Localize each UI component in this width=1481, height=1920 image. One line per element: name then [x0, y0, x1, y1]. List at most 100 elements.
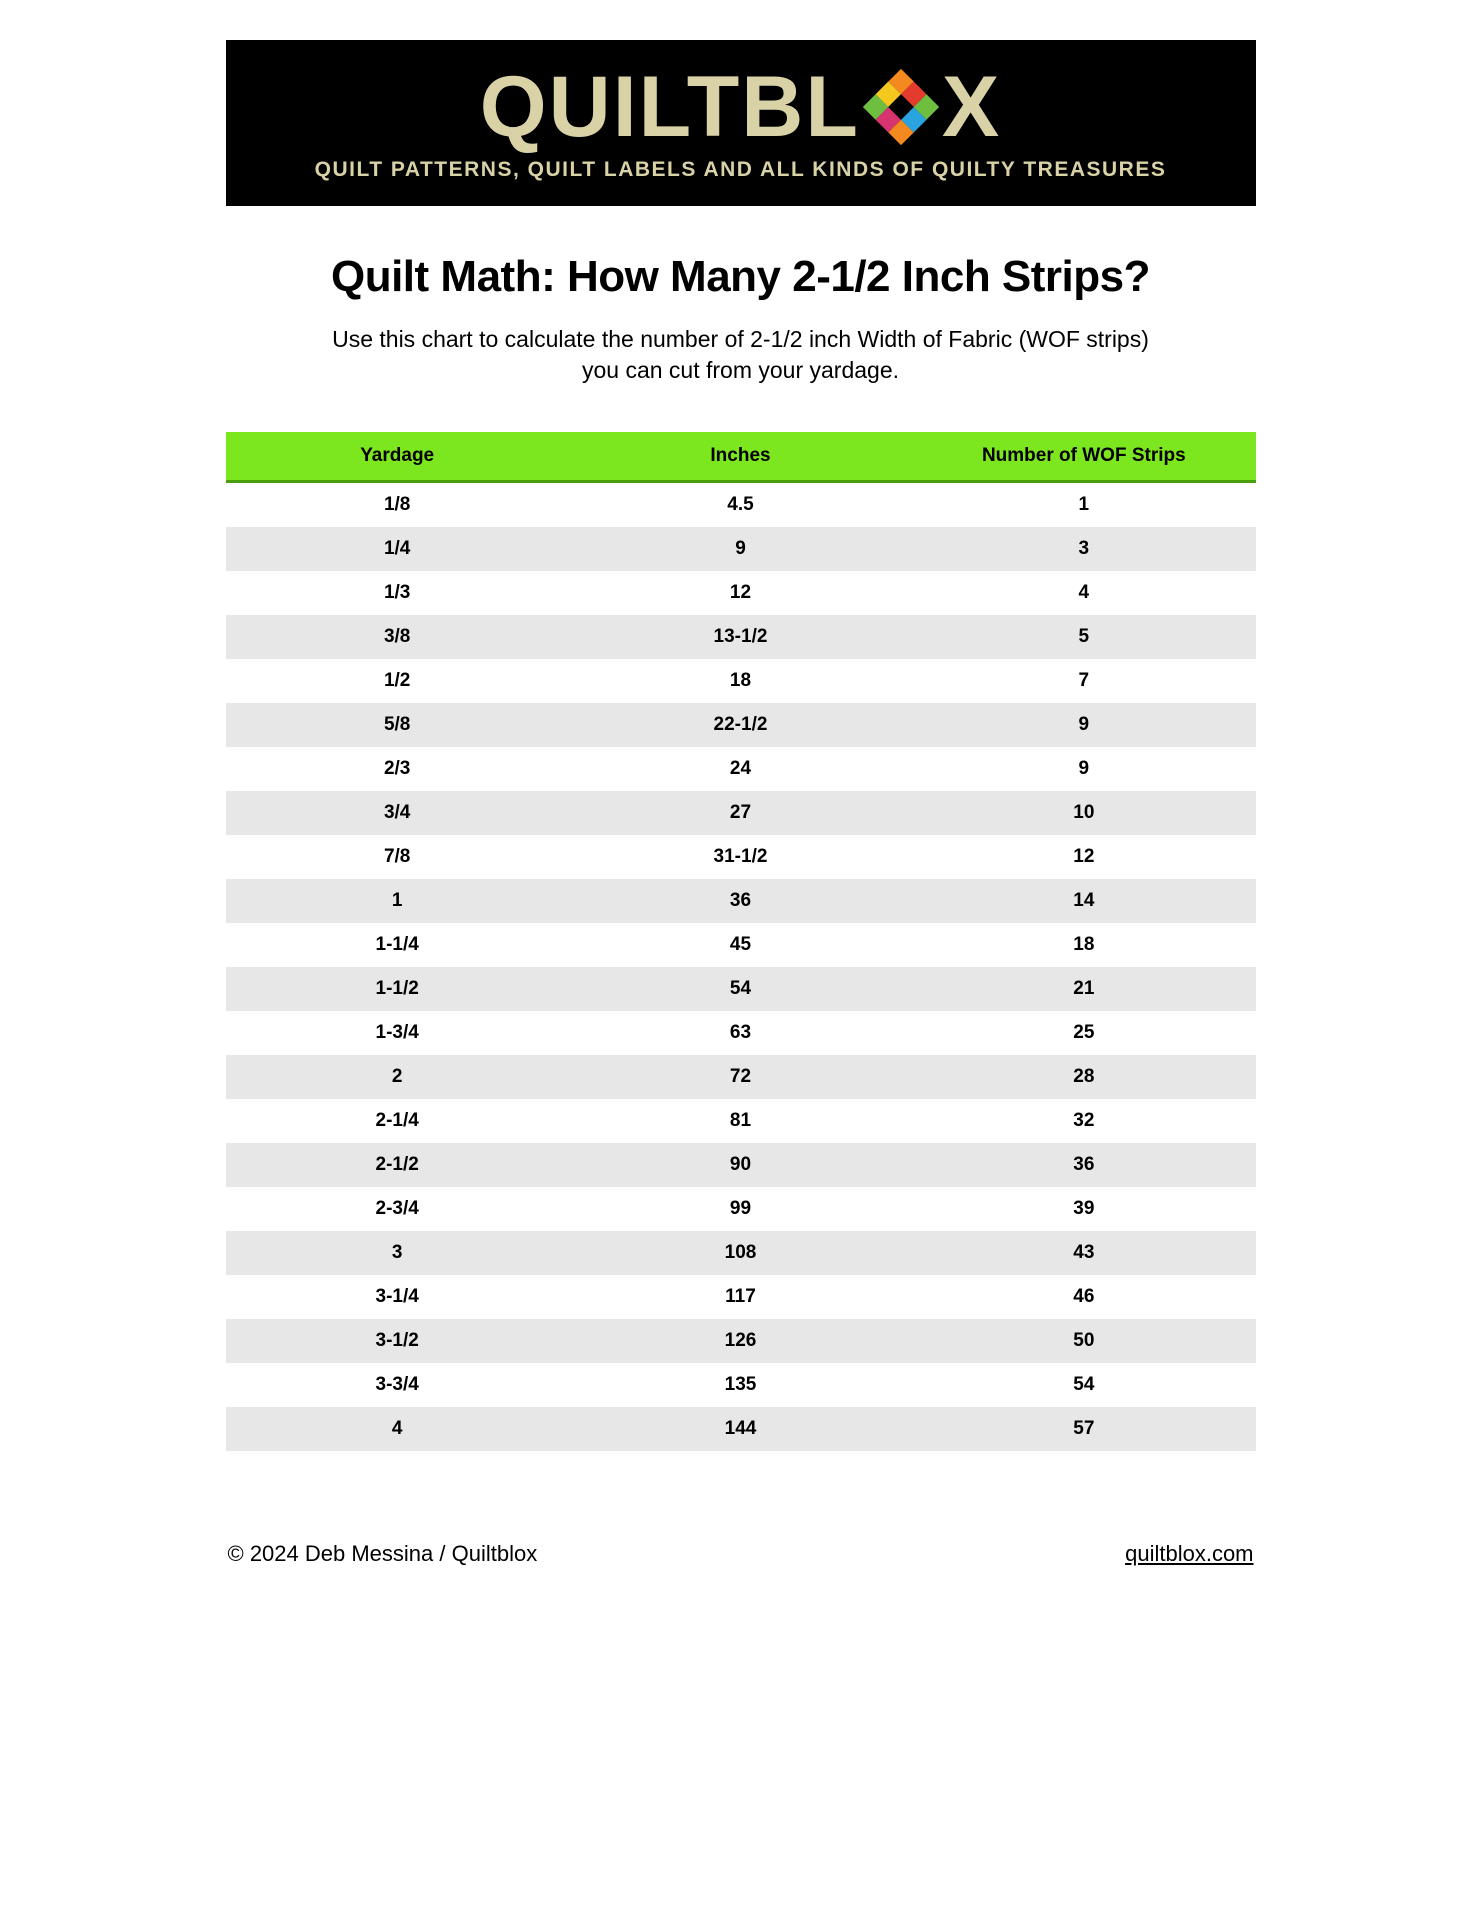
table-row: 310843 [226, 1231, 1256, 1275]
page: QUILTBL X QUIL [226, 40, 1256, 1567]
table-row: 1-3/46325 [226, 1011, 1256, 1055]
table-cell: 24 [569, 747, 912, 791]
table-row: 2/3249 [226, 747, 1256, 791]
table-cell: 10 [912, 791, 1255, 835]
subtitle-line-1: Use this chart to calculate the number o… [332, 326, 1149, 352]
table-cell: 18 [569, 659, 912, 703]
table-row: 27228 [226, 1055, 1256, 1099]
table-cell: 1/8 [226, 482, 569, 528]
site-link[interactable]: quiltblox.com [1125, 1541, 1253, 1567]
table-row: 414457 [226, 1407, 1256, 1451]
table-cell: 1-3/4 [226, 1011, 569, 1055]
table-cell: 90 [569, 1143, 912, 1187]
table-cell: 1 [226, 879, 569, 923]
table-cell: 9 [912, 747, 1255, 791]
brand-text-right: X [942, 64, 1001, 150]
table-cell: 81 [569, 1099, 912, 1143]
table-cell: 144 [569, 1407, 912, 1451]
table-cell: 126 [569, 1319, 912, 1363]
table-cell: 50 [912, 1319, 1255, 1363]
table-cell: 9 [912, 703, 1255, 747]
table-row: 1/2187 [226, 659, 1256, 703]
strips-table: Yardage Inches Number of WOF Strips 1/84… [226, 432, 1256, 1451]
table-row: 5/822-1/29 [226, 703, 1256, 747]
copyright-text: © 2024 Deb Messina / Quiltblox [228, 1541, 538, 1567]
table-row: 2-1/48132 [226, 1099, 1256, 1143]
table-row: 13614 [226, 879, 1256, 923]
table-cell: 36 [569, 879, 912, 923]
table-cell: 1/3 [226, 571, 569, 615]
table-cell: 28 [912, 1055, 1255, 1099]
table-cell: 13-1/2 [569, 615, 912, 659]
footer: © 2024 Deb Messina / Quiltblox quiltblox… [226, 1541, 1256, 1567]
table-cell: 4 [226, 1407, 569, 1451]
brand-row: QUILTBL X [246, 62, 1236, 152]
table-row: 1-1/25421 [226, 967, 1256, 1011]
table-row: 1/84.51 [226, 482, 1256, 528]
table-row: 1/493 [226, 527, 1256, 571]
table-cell: 108 [569, 1231, 912, 1275]
table-cell: 12 [912, 835, 1255, 879]
table-cell: 25 [912, 1011, 1255, 1055]
table-cell: 2-3/4 [226, 1187, 569, 1231]
table-cell: 12 [569, 571, 912, 615]
table-cell: 1/2 [226, 659, 569, 703]
table-cell: 3/8 [226, 615, 569, 659]
col-wof-strips: Number of WOF Strips [912, 432, 1255, 482]
brand-text-left: QUILTBL [480, 64, 860, 150]
table-cell: 3 [226, 1231, 569, 1275]
table-cell: 63 [569, 1011, 912, 1055]
table-cell: 72 [569, 1055, 912, 1099]
table-cell: 18 [912, 923, 1255, 967]
table-row: 3/813-1/25 [226, 615, 1256, 659]
table-cell: 5/8 [226, 703, 569, 747]
table-cell: 3-1/4 [226, 1275, 569, 1319]
table-row: 3/42710 [226, 791, 1256, 835]
table-cell: 3-3/4 [226, 1363, 569, 1407]
table-cell: 3 [912, 527, 1255, 571]
table-cell: 1-1/2 [226, 967, 569, 1011]
table-cell: 1-1/4 [226, 923, 569, 967]
table-cell: 2/3 [226, 747, 569, 791]
table-row: 2-1/29036 [226, 1143, 1256, 1187]
table-cell: 1/4 [226, 527, 569, 571]
table-row: 1/3124 [226, 571, 1256, 615]
table-cell: 39 [912, 1187, 1255, 1231]
table-cell: 1 [912, 482, 1255, 528]
table-cell: 27 [569, 791, 912, 835]
table-cell: 4 [912, 571, 1255, 615]
table-cell: 54 [569, 967, 912, 1011]
table-row: 3-3/413554 [226, 1363, 1256, 1407]
page-subtitle: Use this chart to calculate the number o… [226, 324, 1256, 386]
table-cell: 117 [569, 1275, 912, 1319]
col-yardage: Yardage [226, 432, 569, 482]
table-cell: 31-1/2 [569, 835, 912, 879]
table-row: 1-1/44518 [226, 923, 1256, 967]
table-row: 7/831-1/212 [226, 835, 1256, 879]
table-cell: 46 [912, 1275, 1255, 1319]
table-cell: 9 [569, 527, 912, 571]
table-cell: 7/8 [226, 835, 569, 879]
table-cell: 22-1/2 [569, 703, 912, 747]
table-cell: 3-1/2 [226, 1319, 569, 1363]
table-cell: 14 [912, 879, 1255, 923]
table-cell: 57 [912, 1407, 1255, 1451]
table-cell: 135 [569, 1363, 912, 1407]
table-cell: 45 [569, 923, 912, 967]
banner: QUILTBL X QUIL [226, 40, 1256, 206]
table-cell: 36 [912, 1143, 1255, 1187]
table-cell: 7 [912, 659, 1255, 703]
table-header-row: Yardage Inches Number of WOF Strips [226, 432, 1256, 482]
table-row: 3-1/411746 [226, 1275, 1256, 1319]
table-cell: 21 [912, 967, 1255, 1011]
banner-tagline: QUILT PATTERNS, QUILT LABELS AND ALL KIN… [246, 158, 1236, 182]
table-cell: 2 [226, 1055, 569, 1099]
table-cell: 32 [912, 1099, 1255, 1143]
table-row: 2-3/49939 [226, 1187, 1256, 1231]
table-cell: 4.5 [569, 482, 912, 528]
table-row: 3-1/212650 [226, 1319, 1256, 1363]
table-cell: 2-1/2 [226, 1143, 569, 1187]
table-cell: 43 [912, 1231, 1255, 1275]
subtitle-line-2: you can cut from your yardage. [582, 357, 899, 383]
logo-diamond-icon [856, 62, 946, 152]
